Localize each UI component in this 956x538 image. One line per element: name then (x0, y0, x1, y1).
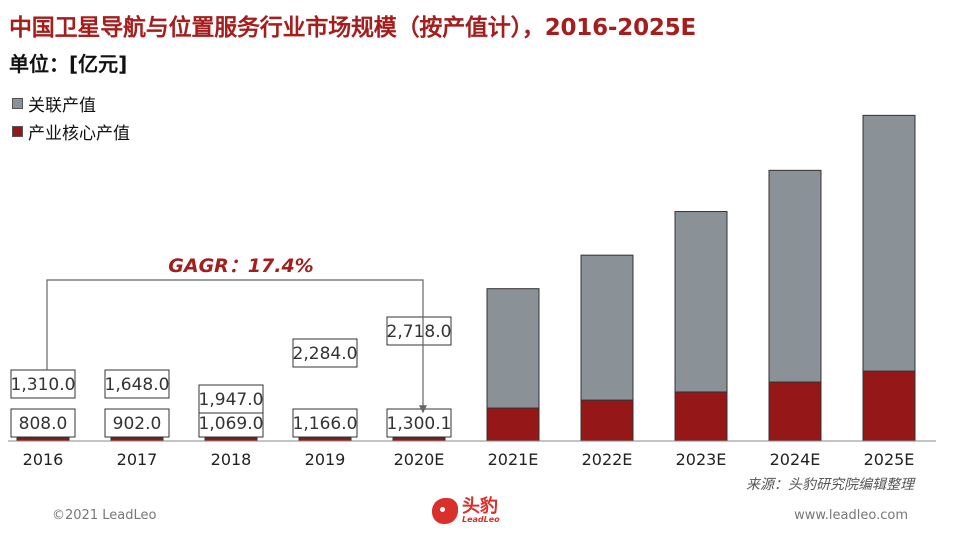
data-label-core-2019-box (292, 408, 358, 438)
legend-swatch-related (12, 97, 23, 109)
data-label-related-2020E: 2,718.0 (387, 322, 452, 342)
x-tick-label: 2023E (676, 450, 727, 469)
legend-label-core: 产业核心产值 (28, 123, 130, 144)
x-tick-label: 2017 (117, 450, 158, 469)
bar-related-2024E (768, 169, 822, 383)
x-tick-label: 2018 (211, 450, 252, 469)
data-label-related-2018: 1,947.0 (199, 390, 264, 410)
data-label-related-2016-box (10, 369, 76, 399)
bars-group (16, 114, 916, 442)
x-tick-labels-group: 2016 2017 2018 2019 2020E 2021E 2022E 2023E 2024… (23, 450, 915, 469)
logo-text: 头豹 (462, 496, 498, 517)
footer-copyright: ©2021 LeadLeo (52, 508, 157, 523)
legend-item-related: 关联产值 (12, 93, 96, 116)
data-label-core-2018-box (198, 408, 264, 438)
x-tick-label: 2025E (864, 450, 915, 469)
data-label-core-2020E-box (386, 408, 452, 438)
cagr-arrowhead (419, 405, 427, 414)
data-label-related-2018-box (198, 384, 264, 414)
x-tick-label: 2024E (770, 450, 821, 469)
data-label-core-2019: 1,166.0 (293, 414, 358, 434)
source-note: 来源：头豹研究院编辑整理 (746, 477, 914, 493)
cagr-bracket (46, 279, 424, 413)
legend-label-related: 关联产值 (28, 95, 96, 116)
bar-related-2022E (580, 254, 634, 401)
data-labels-group: 808.0 1,310.0 902.0 1,648.0 1,069.0 1,947.0 1,… (10, 316, 452, 438)
bar-core-2021E (486, 407, 540, 442)
leopard-icon (432, 498, 458, 524)
data-label-core-2018: 1,069.0 (199, 414, 264, 434)
x-tick-label: 2016 (23, 450, 64, 469)
data-label-core-2020E: 1,300.1 (387, 414, 452, 434)
data-label-core-2016: 808.0 (19, 414, 68, 434)
data-label-core-2017: 902.0 (113, 414, 162, 434)
bar-core-2025E (862, 370, 916, 442)
bar-core-2023E (674, 391, 728, 442)
data-label-related-2017: 1,648.0 (105, 375, 170, 395)
x-tick-label: 2020E (394, 450, 445, 469)
x-tick-label: 2022E (582, 450, 633, 469)
bar-related-2023E (674, 211, 728, 393)
data-label-related-2017-box (104, 369, 170, 399)
legend-item-core: 产业核心产值 (12, 121, 130, 144)
cagr-annotation: GAGR：17.4% (46, 255, 427, 414)
data-label-related-2019: 2,284.0 (293, 344, 358, 364)
data-label-related-2020E-box (386, 316, 452, 346)
cagr-label: GAGR：17.4% (168, 255, 313, 277)
footer-website[interactable]: www.leadleo.com (794, 508, 908, 523)
data-label-related-2016: 1,310.0 (11, 375, 76, 395)
logo-subtext: LeadLeo (462, 515, 500, 524)
bar-core-2024E (768, 381, 822, 442)
chart-title: 中国卫星导航与位置服务行业市场规模（按产值计），2016-2025E (9, 15, 696, 41)
legend-swatch-core (12, 125, 23, 137)
bar-related-2025E (862, 114, 916, 372)
data-label-core-2016-box (10, 408, 76, 438)
bar-related-2021E (486, 288, 540, 409)
unit-label: 单位：[亿元] (9, 52, 128, 76)
x-tick-label: 2019 (305, 450, 346, 469)
bar-core-2022E (580, 399, 634, 442)
data-label-related-2019-box (292, 338, 358, 368)
x-tick-label: 2021E (488, 450, 539, 469)
leadleo-logo: 头豹 LeadLeo (432, 498, 500, 524)
data-label-core-2017-box (104, 408, 170, 438)
